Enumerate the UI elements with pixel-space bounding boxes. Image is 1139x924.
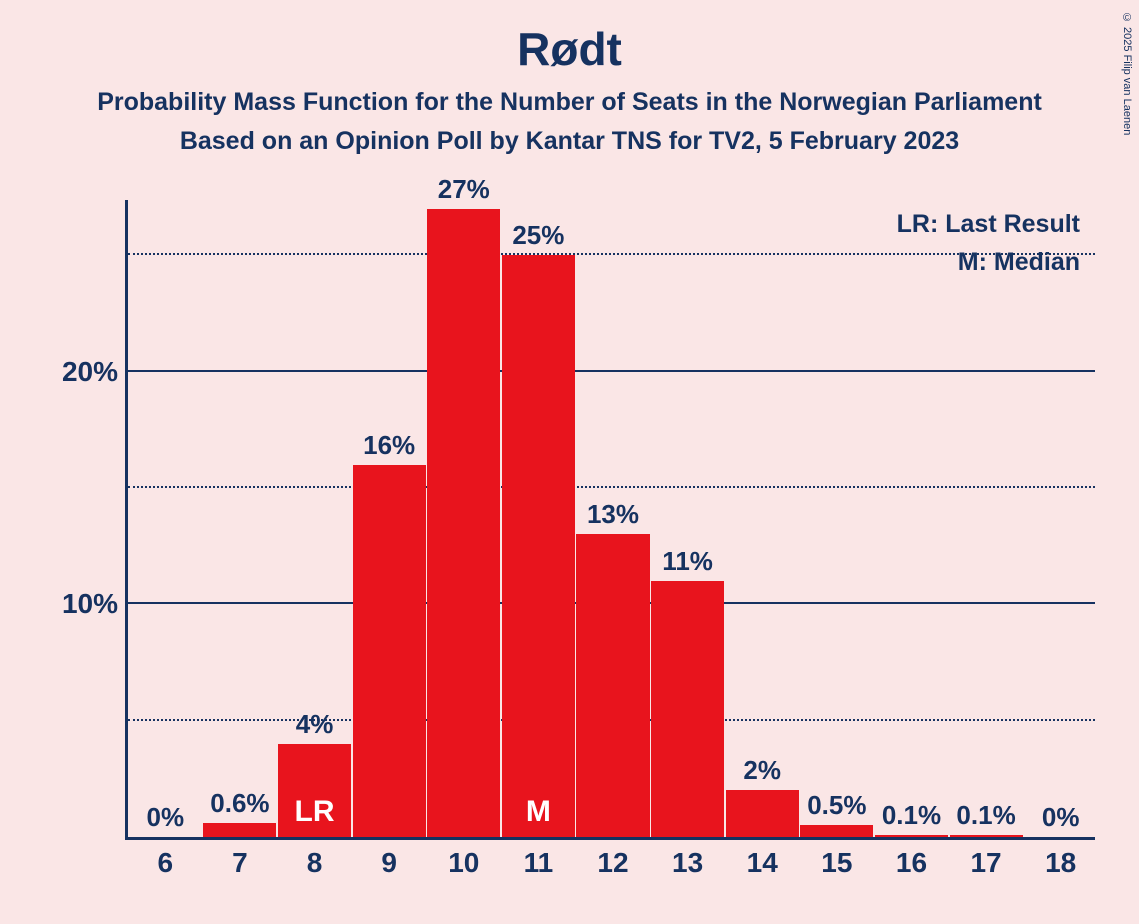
x-tick-label: 6: [158, 847, 174, 879]
x-tick-label: 14: [747, 847, 778, 879]
bar: [651, 581, 724, 837]
bar-value-label: 0.1%: [875, 800, 948, 835]
chart-container: LR: Last Result M: Median 10% 20% 0% 6 0.6% 7…: [55, 200, 1115, 900]
x-tick-label: 11: [524, 847, 554, 879]
bar-value-label: 16%: [353, 430, 426, 465]
legend: LR: Last Result M: Median: [897, 206, 1080, 281]
y-tick-label: 20%: [62, 356, 118, 388]
bar: LR: [278, 744, 351, 837]
legend-m: M: Median: [897, 244, 1080, 282]
x-tick-label: 9: [381, 847, 397, 879]
legend-lr: LR: Last Result: [897, 206, 1080, 244]
x-tick-label: 12: [597, 847, 628, 879]
copyright-text: © 2025 Filip van Laenen: [1121, 12, 1133, 135]
bar-value-label: 25%: [502, 220, 575, 255]
bar-inner-label: M: [502, 795, 575, 829]
x-tick-label: 7: [232, 847, 248, 879]
y-tick-label: 10%: [62, 588, 118, 620]
grid-major: [128, 370, 1095, 372]
bar: [427, 209, 500, 837]
bar: M: [502, 255, 575, 837]
x-tick-label: 10: [448, 847, 479, 879]
chart-subtitle-1: Probability Mass Function for the Number…: [0, 88, 1139, 117]
bar-value-label: 0%: [129, 802, 202, 837]
grid-minor: [128, 486, 1095, 488]
bar: [800, 825, 873, 837]
x-tick-label: 13: [672, 847, 703, 879]
bar-value-label: 0.5%: [800, 790, 873, 825]
chart-title: Rødt: [0, 0, 1139, 76]
x-tick-label: 16: [896, 847, 927, 879]
bar: [875, 835, 948, 837]
chart-subtitle-2: Based on an Opinion Poll by Kantar TNS f…: [0, 127, 1139, 156]
x-tick-label: 15: [821, 847, 852, 879]
bar-value-label: 0%: [1024, 802, 1097, 837]
bar: [203, 823, 276, 837]
bar-value-label: 0.6%: [203, 788, 276, 823]
bar-value-label: 13%: [576, 499, 649, 534]
plot-area: LR: Last Result M: Median 10%20%0%60.6%7…: [125, 200, 1095, 840]
bar-inner-label: LR: [278, 795, 351, 829]
bar: [950, 835, 1023, 837]
bar: [353, 465, 426, 837]
bar-value-label: 0.1%: [950, 800, 1023, 835]
bar-value-label: 11%: [651, 546, 724, 581]
bar-value-label: 2%: [726, 755, 799, 790]
bar: [576, 534, 649, 837]
bar-value-label: 4%: [278, 709, 351, 744]
bar-value-label: 27%: [427, 174, 500, 209]
bar: [726, 790, 799, 837]
x-tick-label: 18: [1045, 847, 1076, 879]
grid-minor: [128, 253, 1095, 255]
x-tick-label: 17: [970, 847, 1001, 879]
x-tick-label: 8: [307, 847, 323, 879]
